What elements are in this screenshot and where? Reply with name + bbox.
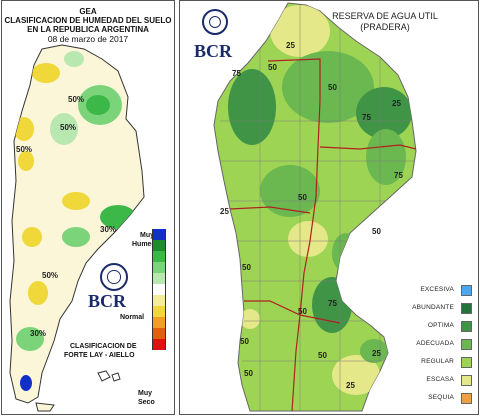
isoline-label: 25 [220, 207, 229, 216]
isoline-label: 50 [242, 263, 251, 272]
legend-swatch [461, 375, 472, 386]
bcr-logo: BCR [88, 291, 127, 311]
legend-label: EXCESIVA [420, 286, 454, 293]
scale-swatch [152, 240, 166, 251]
argentina-moisture-map [9, 44, 145, 412]
map-title-line-1: GEA [79, 7, 97, 16]
scale-swatch [152, 273, 166, 284]
malvinas-islands [97, 370, 121, 382]
legend-swatch [461, 321, 472, 332]
very-wet-label-1: Muy [140, 232, 154, 239]
scale-swatch [152, 295, 166, 306]
legend-swatch [461, 339, 472, 350]
isoline-label: 50 [298, 193, 307, 202]
isoline-label: 50 [328, 83, 337, 92]
very-wet-label-2: Humedo [132, 241, 160, 248]
right-map-title-line-2: (PRADERA) [360, 22, 410, 32]
isoline-label: 25 [286, 41, 295, 50]
legend-label: SEQUIA [428, 394, 454, 401]
tierra-del-fuego [35, 402, 55, 412]
isoline-label: 25 [392, 99, 401, 108]
isoline-label: 50 [268, 63, 277, 72]
isoline-label: 30% [30, 329, 47, 338]
isoline-label: 75 [394, 171, 403, 180]
legend-label: ESCASA [426, 376, 454, 383]
isoline-label: 75 [232, 69, 241, 78]
legend-item-escasa: ESCASA [390, 375, 472, 387]
scale-swatch [152, 229, 166, 240]
scale-swatch [152, 306, 166, 317]
isoline-label: 50 [318, 351, 327, 360]
legend-item-adecuada: ADECUADA [390, 339, 472, 351]
isoline-label: 50 [244, 369, 253, 378]
isoline-label: 25 [346, 381, 355, 390]
legend-label: ADECUADA [416, 340, 454, 347]
normal-label: Normal [120, 314, 145, 321]
isoline-label: 75 [328, 299, 337, 308]
legend-swatch [461, 285, 472, 296]
isoline-label: 50% [68, 95, 85, 104]
province-border [229, 206, 311, 214]
legend-item-excesiva: EXCESIVA [390, 285, 472, 297]
bcr-seal-icon [100, 263, 128, 291]
legend-swatch [461, 357, 472, 368]
water-reserve-map-panel: RESERVA DE AGUA UTIL (PRADERA) BCR 25 50… [179, 0, 479, 415]
scale-swatch [152, 284, 166, 295]
legend-label: REGULAR [421, 358, 454, 365]
isoline-label: 30% [100, 225, 117, 234]
bcr-logo: BCR [194, 41, 233, 61]
map-date: 08 de marzo de 2017 [47, 34, 129, 44]
right-map-title-line-1: RESERVA DE AGUA UTIL [332, 11, 438, 21]
bcr-seal-icon [202, 9, 228, 35]
legend-label: OPTIMA [427, 322, 454, 329]
legend-swatch [461, 393, 472, 404]
classification-line-1: CLASIFICACION DE [70, 343, 137, 350]
scale-swatch [152, 339, 166, 350]
isoline-label: 75 [362, 113, 371, 122]
very-dry-label-1: Muy [138, 390, 152, 397]
map-title-line-3: EN LA REPUBLICA ARGENTINA [27, 25, 149, 34]
scale-swatch [152, 251, 166, 262]
legend-item-regular: REGULAR [390, 357, 472, 369]
legend-item-sequia: SEQUIA [390, 393, 472, 405]
isoline-label: 50 [240, 337, 249, 346]
isoline-label: 50% [16, 145, 33, 154]
legend-item-abundante: ABUNDANTE [390, 303, 472, 315]
isoline-label: 50 [372, 227, 381, 236]
isoline-label: 25 [372, 349, 381, 358]
classification-line-2: FORTE LAY - AIELLO [64, 352, 135, 359]
isoline-label: 50% [42, 271, 59, 280]
isoline-label: 50 [298, 307, 307, 316]
very-dry-label-2: Seco [138, 399, 155, 406]
province-border [244, 300, 341, 324]
water-reserve-map [213, 2, 417, 412]
scale-swatch [152, 262, 166, 273]
legend-item-optima: OPTIMA [390, 321, 472, 333]
province-border [319, 144, 417, 150]
scale-swatch [152, 317, 166, 328]
soil-moisture-map-panel: GEA CLASIFICACION DE HUMEDAD DEL SUELO E… [1, 0, 175, 415]
moisture-color-scale [152, 229, 166, 350]
isoline-label: 50% [60, 123, 77, 132]
argentina-outline [9, 44, 145, 404]
map-title-line-2: CLASIFICACION DE HUMEDAD DEL SUELO [4, 16, 172, 25]
legend-swatch [461, 303, 472, 314]
scale-swatch [152, 328, 166, 339]
legend-label: ABUNDANTE [412, 304, 454, 311]
province-border [267, 58, 321, 412]
